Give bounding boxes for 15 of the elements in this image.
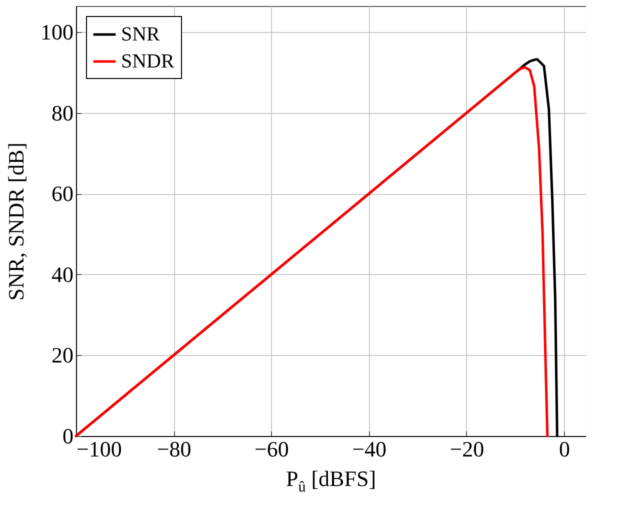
x-tick-label: −20 [450, 436, 484, 462]
legend-label: SNDR [121, 50, 175, 72]
y-tick-label: 20 [52, 342, 74, 368]
x-tick-label: −100 [76, 436, 122, 462]
x-axis-title: P$_{û}$ [dBFS] [284, 466, 378, 496]
y-tick-label: 80 [52, 100, 74, 126]
x-tick-label: −60 [254, 436, 289, 462]
y-axis-title: SNR, SNDR [dB] [4, 142, 28, 301]
y-tick-label: 100 [40, 20, 74, 45]
x-tick-label: 0 [558, 436, 570, 462]
legend-label: SNR [121, 24, 161, 46]
y-tick-label: 60 [52, 181, 74, 206]
x-tick-label: −80 [156, 436, 192, 462]
x-tick-label: −40 [352, 436, 386, 462]
y-tick-label: 40 [52, 262, 74, 287]
